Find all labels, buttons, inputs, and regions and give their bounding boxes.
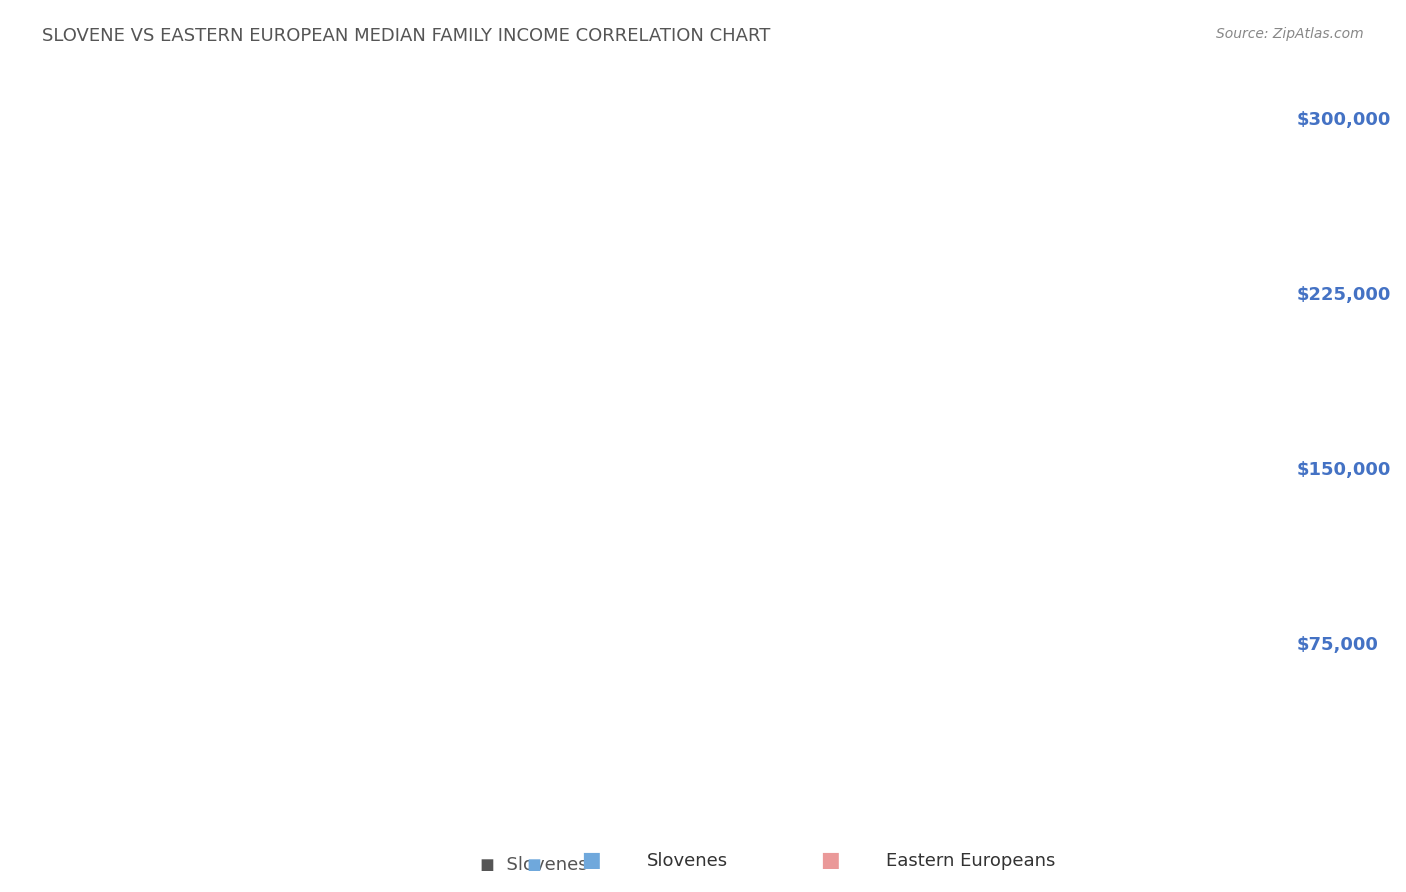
Text: ◼: ◼ (527, 856, 541, 874)
Text: SLOVENE VS EASTERN EUROPEAN MEDIAN FAMILY INCOME CORRELATION CHART: SLOVENE VS EASTERN EUROPEAN MEDIAN FAMIL… (42, 27, 770, 45)
Text: Slovenes: Slovenes (647, 852, 728, 870)
Text: ◼  Slovenes: ◼ Slovenes (481, 856, 588, 874)
Text: Source: ZipAtlas.com: Source: ZipAtlas.com (1216, 27, 1364, 41)
Text: Eastern Europeans: Eastern Europeans (886, 852, 1054, 870)
Text: ■: ■ (581, 850, 600, 870)
Text: ■: ■ (820, 850, 839, 870)
